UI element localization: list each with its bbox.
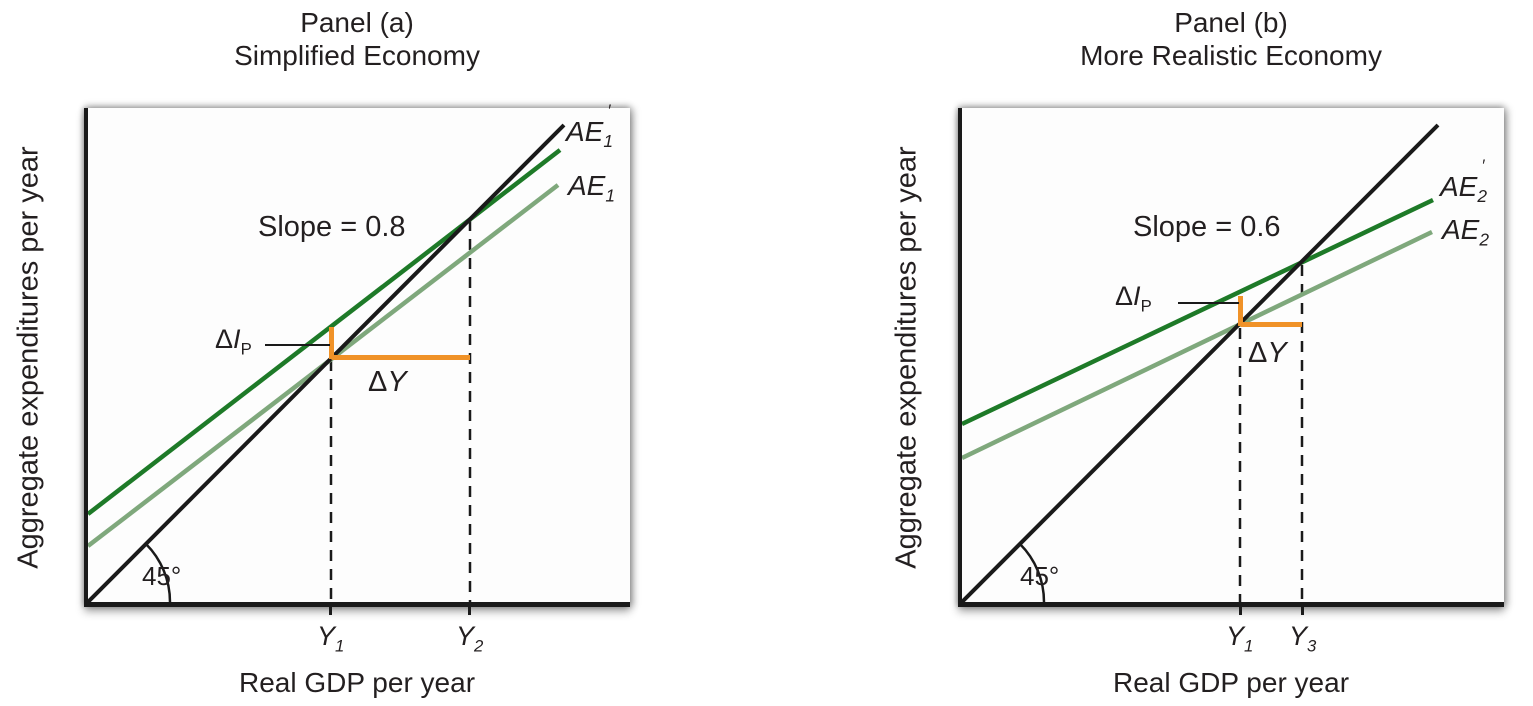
panel-a-x-axis-label: Real GDP per year — [238, 667, 476, 698]
panel-b-x-axis-label: Real GDP per year — [1112, 667, 1350, 698]
panel-b-tick-y3 — [1301, 607, 1304, 615]
panel-b-chart-svg — [962, 123, 1440, 602]
panel-a-45-degree-arc — [145, 543, 172, 602]
panel-a-delta-y-label: ΔY — [368, 366, 407, 398]
panel-b-delta-ip-label: ΔIP — [1115, 281, 1152, 316]
panel-a-45-degree-line — [88, 123, 566, 602]
panel-a-tick-label-y1: Y1 — [317, 621, 345, 656]
panel-a-slope-label: Slope = 0.8 — [258, 211, 406, 243]
panel-b-curve-label-ae2: AE2 — [1442, 214, 1490, 250]
panel-b-title-line1: Panel (b) — [1174, 7, 1288, 38]
panel-a-title-line2: Simplified Economy — [234, 40, 480, 71]
panel-b-plot-area — [958, 108, 1504, 607]
panel-a-curve-label-ae1: AE1 — [568, 170, 616, 206]
panel-a-title-line1: Panel (a) — [300, 7, 414, 38]
panel-b-y-axis-label-wrap: Aggregate expenditures per year — [884, 108, 930, 607]
panel-a-delta-ip-label: ΔIP — [215, 324, 252, 359]
panel-b-tick-label-y1: Y1 — [1226, 621, 1254, 656]
panel-b-tick-y1 — [1239, 607, 1242, 615]
panel-b-ae2-line — [962, 229, 1433, 461]
panel-a-title: Panel (a) Simplified Economy — [84, 6, 630, 72]
panel-b-ae2-prime-line — [962, 197, 1434, 427]
panel-b-45-degree-line — [962, 123, 1440, 602]
panel-a-tick-y1 — [329, 607, 332, 615]
panel-a-chart-svg — [88, 123, 566, 602]
panel-a-plot-area — [84, 108, 630, 607]
panel-b-curve-label-ae2-prime: AE2 ′ — [1440, 157, 1488, 207]
panel-a-curve-label-ae1-prime: AE1 ′ — [566, 102, 614, 152]
panel-b-tick-label-y3: Y3 — [1289, 621, 1317, 656]
panel-a-angle-label: 45° — [142, 561, 182, 591]
panel-b-angle-label: 45° — [1020, 561, 1060, 591]
panel-b-title-line2: More Realistic Economy — [1080, 40, 1382, 71]
panel-b-45-degree-arc — [1019, 543, 1046, 602]
panel-b-slope-label: Slope = 0.6 — [1133, 211, 1281, 243]
panel-a-tick-label-y2: Y2 — [456, 621, 484, 656]
panel-b-y-axis-label: Aggregate expenditures per year — [890, 146, 923, 569]
panel-b-delta-y-label: ΔY — [1248, 337, 1287, 369]
panel-a-tick-y2 — [468, 607, 471, 615]
panel-b-title: Panel (b) More Realistic Economy — [958, 6, 1504, 72]
